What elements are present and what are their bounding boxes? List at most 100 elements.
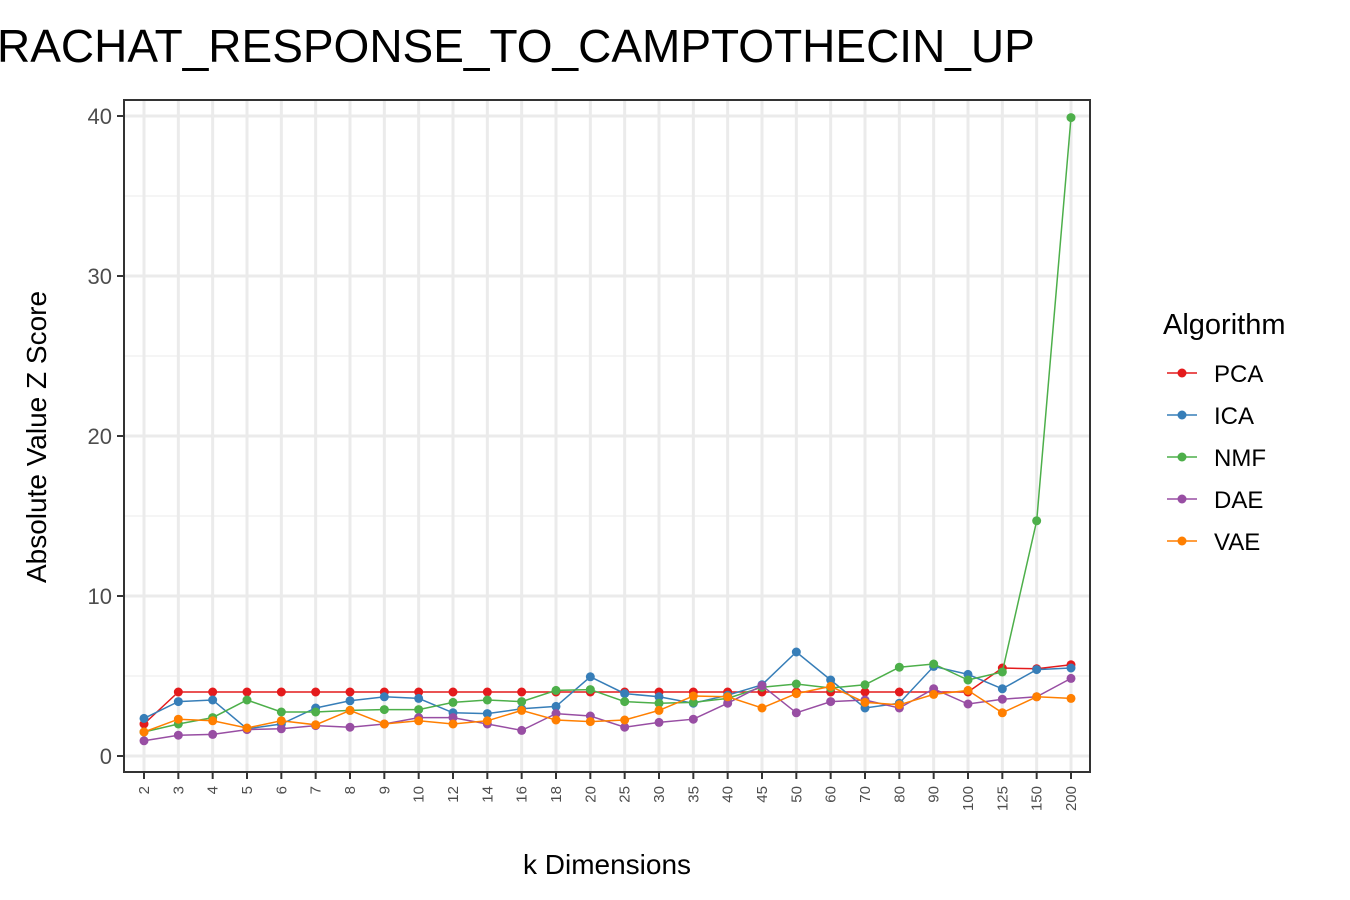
data-point-nmf [654, 698, 664, 708]
data-point-ica [791, 647, 801, 657]
x-tick-label: 80 [891, 786, 908, 803]
x-tick-label: 5 [239, 786, 256, 794]
data-point-ica [620, 689, 630, 699]
legend-label-ica: ICA [1214, 403, 1254, 430]
data-point-vae [1032, 692, 1042, 702]
data-point-ica [654, 692, 664, 702]
data-point-vae [620, 715, 630, 725]
x-tick-label: 20 [582, 786, 599, 803]
data-point-dae [723, 698, 733, 708]
data-point-vae [791, 689, 801, 699]
legend: Algorithm PCA ICA NMF DAE VAE [1163, 309, 1286, 556]
data-point-dae [963, 699, 973, 709]
x-tick-label: 7 [308, 786, 325, 794]
legend-point-vae [1177, 536, 1187, 546]
data-point-dae [757, 681, 767, 691]
data-point-ica [139, 713, 149, 723]
series-line-ica [143, 651, 1072, 730]
x-tick-label: 60 [823, 786, 840, 803]
data-point-dae [517, 725, 527, 735]
data-point-vae [276, 716, 286, 726]
data-point-ica [1032, 665, 1042, 675]
data-point-pca [276, 687, 286, 697]
y-tick-label: 0 [100, 744, 112, 769]
legend-label-pca: PCA [1214, 361, 1263, 388]
data-point-ica [1066, 663, 1076, 673]
x-tick-label: 9 [376, 786, 393, 794]
data-point-ica [997, 684, 1007, 694]
data-point-nmf [585, 685, 595, 695]
legend-point-pca [1177, 368, 1187, 378]
data-point-ica [208, 695, 218, 705]
data-point-ica [379, 692, 389, 702]
legend-point-dae [1177, 494, 1187, 504]
data-point-vae [311, 720, 321, 730]
data-point-vae [963, 685, 973, 695]
data-point-nmf [688, 697, 698, 707]
x-axis-title: k Dimensions [523, 849, 691, 880]
data-point-vae [551, 715, 561, 725]
data-point-vae [379, 719, 389, 729]
data-point-dae [688, 714, 698, 724]
data-point-pca [345, 687, 355, 697]
x-tick-label: 6 [273, 786, 290, 794]
data-point-ica [482, 709, 492, 719]
y-axis-title: Absolute Value Z Score [21, 291, 52, 583]
x-tick-label: 200 [1063, 786, 1080, 811]
data-point-nmf [276, 707, 286, 717]
x-tick-label: 90 [926, 786, 943, 803]
data-point-dae [448, 713, 458, 723]
data-point-ica [345, 696, 355, 706]
data-point-nmf [448, 697, 458, 707]
data-point-pca [448, 687, 458, 697]
data-point-nmf [894, 662, 904, 672]
data-point-nmf [551, 685, 561, 695]
data-point-vae [585, 717, 595, 727]
y-tick-label: 30 [88, 264, 112, 289]
data-point-dae [139, 736, 149, 746]
data-point-pca [894, 687, 904, 697]
x-tick-label: 18 [548, 786, 565, 803]
data-point-vae [345, 705, 355, 715]
data-point-nmf [860, 680, 870, 690]
y-tick-label: 40 [88, 104, 112, 129]
data-point-pca [173, 687, 183, 697]
data-point-dae [1066, 673, 1076, 683]
legend-title: Algorithm [1163, 309, 1286, 341]
x-tick-label: 30 [651, 786, 668, 803]
data-point-nmf [620, 697, 630, 707]
data-point-vae [894, 700, 904, 710]
data-point-dae [654, 717, 664, 727]
series-line-pca [143, 664, 1072, 725]
x-tick-label: 25 [617, 786, 634, 803]
x-tick-label: 70 [857, 786, 874, 803]
x-tick-label: 10 [411, 786, 428, 803]
data-point-nmf [517, 697, 527, 707]
x-tick-label: 50 [788, 786, 805, 803]
data-point-nmf [997, 667, 1007, 677]
data-point-vae [688, 691, 698, 701]
data-point-pca [208, 687, 218, 697]
data-point-vae [757, 703, 767, 713]
data-point-dae [620, 722, 630, 732]
data-point-dae [345, 722, 355, 732]
data-point-nmf [1066, 113, 1076, 123]
data-point-vae [448, 719, 458, 729]
data-point-nmf [482, 695, 492, 705]
series-line-dae [143, 677, 1072, 742]
data-point-dae [276, 724, 286, 734]
data-point-vae [826, 681, 836, 691]
data-point-nmf [929, 659, 939, 669]
x-tick-label: 16 [514, 786, 531, 803]
data-point-dae [208, 729, 218, 739]
data-point-dae [791, 708, 801, 718]
data-point-nmf [963, 675, 973, 685]
data-point-nmf [414, 705, 424, 715]
x-tick-label: 14 [479, 786, 496, 803]
data-point-vae [1066, 693, 1076, 703]
data-point-nmf [311, 707, 321, 717]
x-tick-label: 35 [685, 786, 702, 803]
data-point-dae [551, 709, 561, 719]
x-tick-label: 45 [754, 786, 771, 803]
